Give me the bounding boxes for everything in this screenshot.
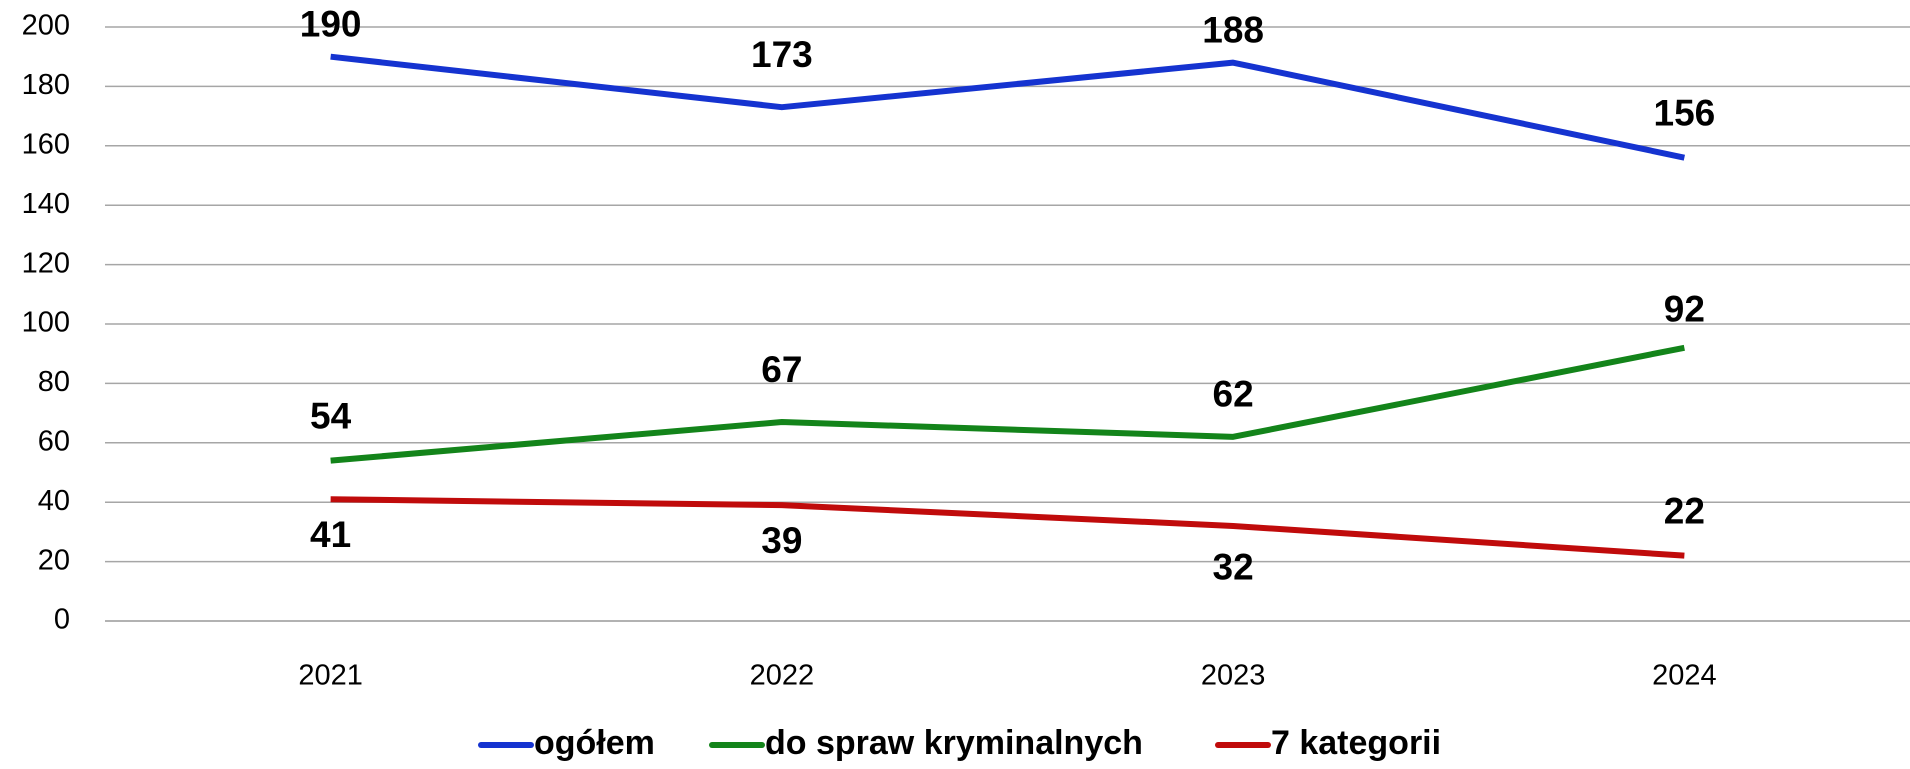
- x-tick-label: 2023: [1201, 660, 1266, 692]
- data-label: 62: [1213, 374, 1254, 415]
- line-series: [330, 496, 1685, 559]
- data-label: 156: [1654, 92, 1716, 133]
- y-tick-label: 60: [38, 425, 70, 457]
- y-tick-label: 40: [38, 485, 70, 517]
- line-series: [330, 344, 1685, 464]
- data-label: 39: [761, 520, 802, 561]
- data-label: 22: [1664, 490, 1705, 531]
- data-label: 173: [751, 34, 813, 75]
- x-tick-label: 2022: [750, 660, 815, 692]
- legend-label: do spraw kryminalnych: [765, 724, 1143, 762]
- legend-label: ogółem: [534, 724, 655, 762]
- data-label: 67: [761, 349, 802, 390]
- data-label: 92: [1664, 289, 1705, 330]
- legend-label: 7 kategorii: [1271, 724, 1441, 762]
- x-tick-label: 2024: [1652, 660, 1717, 692]
- line-series: [330, 53, 1685, 161]
- data-label: 54: [310, 395, 352, 436]
- data-label: 188: [1202, 9, 1264, 50]
- x-tick-label: 2021: [298, 660, 363, 692]
- y-tick-label: 0: [54, 604, 70, 636]
- data-label: 41: [310, 514, 351, 555]
- y-tick-label: 160: [22, 128, 70, 160]
- y-tick-label: 140: [22, 188, 70, 220]
- y-tick-label: 100: [22, 307, 70, 339]
- y-tick-label: 180: [22, 69, 70, 101]
- data-label: 32: [1213, 547, 1254, 588]
- y-tick-label: 80: [38, 366, 70, 398]
- y-tick-label: 20: [38, 544, 70, 576]
- data-label: 190: [300, 3, 362, 44]
- y-tick-label: 120: [22, 247, 70, 279]
- y-tick-label: 200: [22, 10, 70, 42]
